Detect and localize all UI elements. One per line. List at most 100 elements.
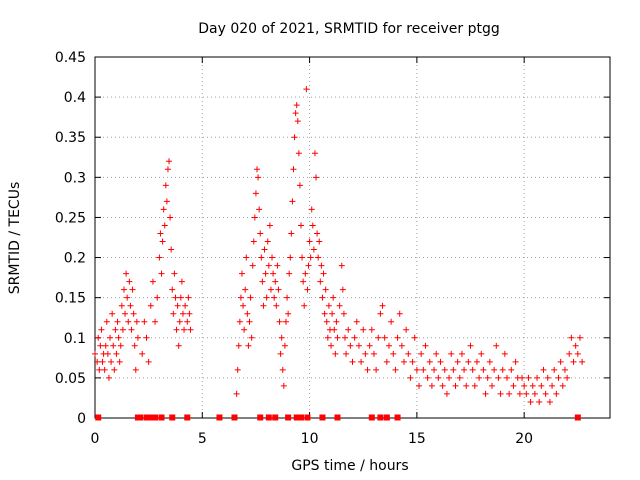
data-point: [125, 318, 132, 325]
data-point: [516, 390, 523, 397]
data-point: [493, 342, 500, 349]
data-point: [388, 318, 395, 325]
data-point: [295, 150, 302, 157]
y-tick-label: 0.2: [64, 251, 86, 267]
data-point-zero: [95, 414, 102, 421]
data-point: [126, 278, 133, 285]
data-point: [358, 358, 365, 365]
data-point: [424, 374, 431, 381]
y-tick-label: 0.35: [55, 130, 86, 146]
data-point: [259, 278, 266, 285]
data-point: [281, 342, 288, 349]
data-point: [383, 358, 390, 365]
data-point: [343, 350, 350, 357]
data-point: [279, 366, 286, 373]
data-point: [134, 334, 141, 341]
plot-frame: [94, 56, 611, 419]
data-point: [235, 342, 242, 349]
data-point: [495, 374, 502, 381]
grid-lines: [95, 57, 610, 418]
data-point: [270, 270, 277, 277]
y-tick-label: 0: [77, 411, 86, 427]
data-point: [238, 270, 245, 277]
data-point-zero: [184, 414, 191, 421]
data-point: [171, 270, 178, 277]
y-tick-label: 0.25: [55, 210, 86, 226]
data-point: [244, 310, 251, 317]
data-point: [132, 366, 139, 373]
data-point: [324, 334, 331, 341]
data-point-zero: [272, 414, 279, 421]
data-point: [101, 366, 108, 373]
data-point: [280, 382, 287, 389]
data-point: [379, 302, 386, 309]
data-point: [141, 318, 148, 325]
data-point: [182, 302, 189, 309]
data-point: [329, 310, 336, 317]
data-point: [574, 350, 581, 357]
data-point: [275, 286, 282, 293]
data-point: [293, 102, 300, 109]
data-point: [480, 366, 487, 373]
data-point-zero: [216, 414, 223, 421]
data-point: [307, 254, 314, 261]
x-tick-label: 15: [408, 431, 426, 447]
data-point: [469, 366, 476, 373]
data-point: [123, 270, 130, 277]
data-point: [450, 366, 457, 373]
data-point: [551, 366, 558, 373]
data-point: [167, 214, 174, 221]
data-point: [439, 382, 446, 389]
data-point: [170, 310, 177, 317]
data-point: [366, 342, 373, 349]
data-point: [185, 294, 192, 301]
data-point: [120, 286, 127, 293]
data-point: [248, 334, 255, 341]
data-point: [349, 358, 356, 365]
data-point: [332, 350, 339, 357]
data-point: [478, 350, 485, 357]
data-point: [117, 342, 124, 349]
data-point: [173, 326, 180, 333]
data-point: [448, 350, 455, 357]
y-tick-label: 0.15: [55, 291, 86, 307]
data-point: [315, 254, 322, 261]
x-tick-label: 5: [198, 431, 207, 447]
data-point: [174, 302, 181, 309]
data-point: [441, 366, 448, 373]
data-point-zero: [137, 414, 144, 421]
data-point: [122, 310, 129, 317]
data-point: [476, 374, 483, 381]
data-point: [269, 254, 276, 261]
data-point: [127, 302, 134, 309]
data-point-zero: [257, 414, 264, 421]
data-point: [246, 318, 253, 325]
data-point: [394, 334, 401, 341]
data-point: [572, 342, 579, 349]
data-point: [274, 262, 281, 269]
data-point: [313, 174, 320, 181]
data-point: [160, 206, 167, 213]
data-point: [114, 318, 121, 325]
y-tick-label: 0.1: [64, 331, 86, 347]
data-point: [236, 318, 243, 325]
data-point: [305, 262, 312, 269]
data-point: [506, 390, 513, 397]
data-point: [99, 358, 106, 365]
data-point: [299, 254, 306, 261]
data-point: [431, 366, 438, 373]
data-point: [154, 294, 161, 301]
data-point: [523, 390, 530, 397]
axis-ticks: 0 0.05 0.1 0.15 0.2 0.25 0.3 0.35 0.4 0.45 0 5 10 15 2…: [55, 50, 610, 447]
data-point: [108, 358, 115, 365]
data-point: [109, 310, 116, 317]
data-point: [428, 382, 435, 389]
data-point: [338, 262, 345, 269]
data-point: [486, 358, 493, 365]
data-point: [579, 358, 586, 365]
data-point: [301, 302, 308, 309]
data-point: [166, 158, 173, 165]
data-point: [181, 326, 188, 333]
data-point: [373, 366, 380, 373]
data-point: [292, 110, 299, 117]
